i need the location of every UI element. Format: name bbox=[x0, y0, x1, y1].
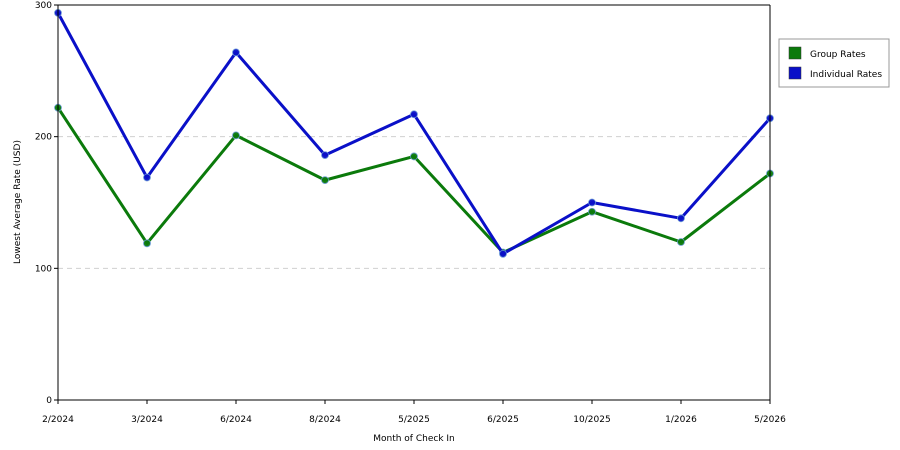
legend-label: Individual Rates bbox=[810, 70, 882, 80]
legend-label: Group Rates bbox=[810, 50, 866, 60]
data-point-group-rates bbox=[677, 238, 685, 246]
x-axis-title: Month of Check In bbox=[373, 434, 455, 444]
axes bbox=[57, 4, 771, 401]
x-tick-label: 2/2024 bbox=[42, 415, 74, 425]
y-tick-label: 300 bbox=[35, 1, 52, 11]
data-point-individual-rates bbox=[677, 214, 685, 223]
x-tick-label: 6/2025 bbox=[487, 415, 519, 425]
data-point-individual-rates bbox=[410, 110, 418, 119]
data-point-individual-rates bbox=[143, 173, 151, 182]
y-tick-label: 200 bbox=[35, 133, 52, 143]
y-ticks: 0 100 200 300 bbox=[35, 1, 58, 406]
legend-swatch bbox=[788, 46, 802, 60]
data-point-individual-rates bbox=[588, 198, 596, 207]
series-layer bbox=[54, 8, 774, 258]
data-point-group-rates bbox=[321, 176, 329, 185]
y-tick-label: 0 bbox=[46, 396, 52, 406]
series-line-individual-rates bbox=[56, 11, 772, 256]
data-point-group-rates bbox=[410, 152, 418, 161]
series-line-group-rates bbox=[56, 106, 772, 255]
y-tick-label: 100 bbox=[35, 264, 52, 274]
x-tick-label: 8/2024 bbox=[309, 415, 341, 425]
data-point-group-rates bbox=[588, 207, 596, 216]
x-tick-label: 10/2025 bbox=[573, 415, 610, 425]
x-tick-label: 5/2026 bbox=[754, 415, 786, 425]
x-tick-label: 3/2024 bbox=[131, 415, 163, 425]
x-tick-label: 1/2026 bbox=[665, 415, 697, 425]
x-tick-label: 5/2025 bbox=[398, 415, 430, 425]
x-ticks: 2/2024 3/2024 6/2024 8/2024 5/2025 6/2025 10/2… bbox=[42, 400, 786, 425]
data-point-individual-rates bbox=[321, 151, 329, 160]
y-axis-title: Lowest Average Rate (USD) bbox=[13, 140, 23, 264]
data-point-group-rates bbox=[143, 239, 151, 248]
legend: Group Rates Individual Rates bbox=[778, 38, 890, 88]
legend-swatch bbox=[788, 66, 802, 80]
x-tick-label: 6/2024 bbox=[220, 415, 252, 425]
data-point-individual-rates bbox=[232, 48, 240, 57]
data-point-group-rates bbox=[232, 131, 240, 140]
data-point-individual-rates bbox=[499, 249, 507, 258]
